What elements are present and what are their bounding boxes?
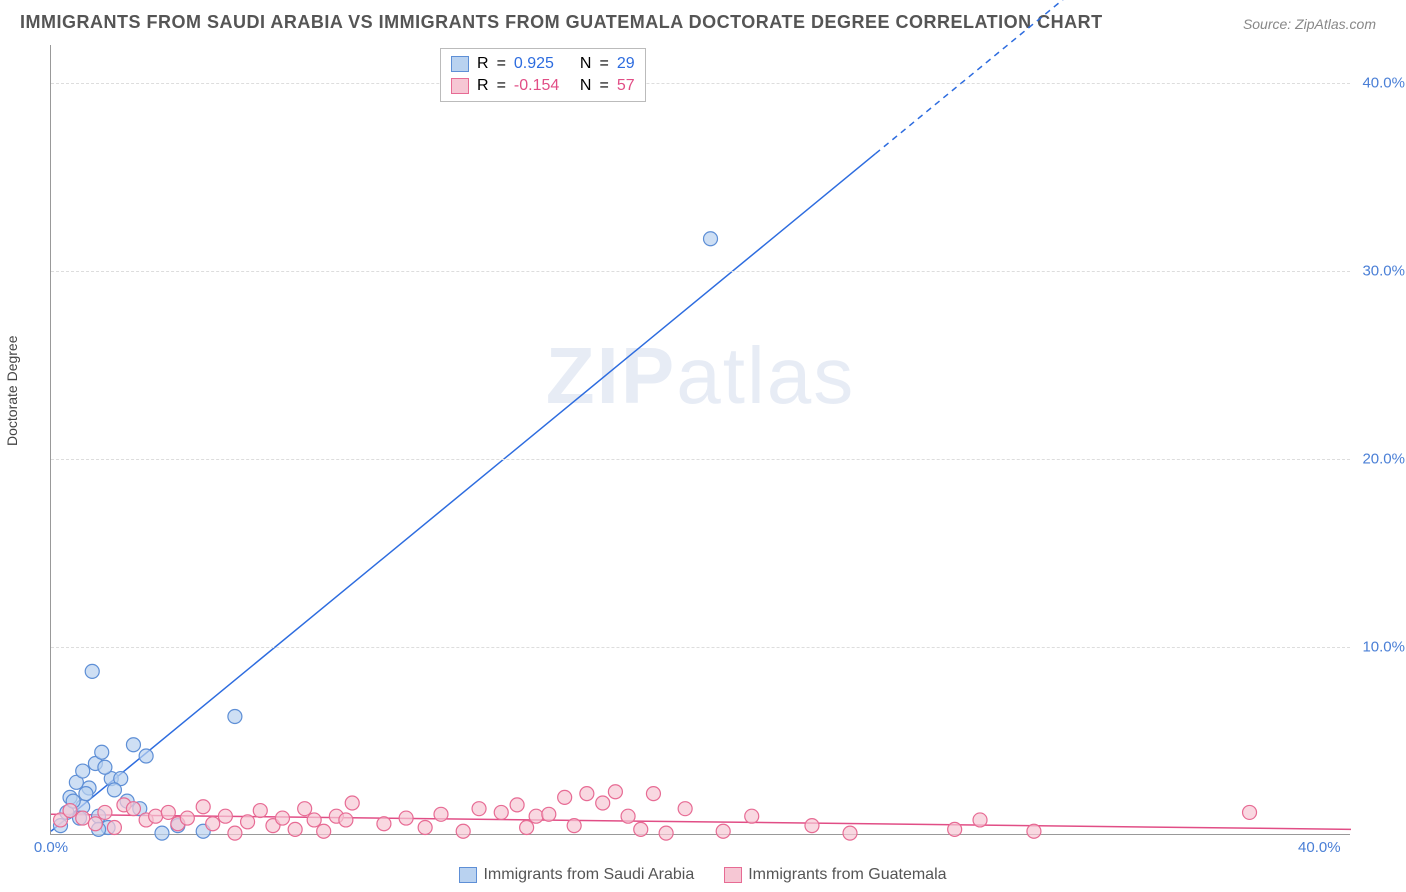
legend-item-guatemala: Immigrants from Guatemala xyxy=(724,866,946,884)
legend-label-guatemala: Immigrants from Guatemala xyxy=(748,866,946,884)
swatch-guatemala-icon xyxy=(724,867,742,883)
y-tick-label: 10.0% xyxy=(1362,638,1405,655)
swatch-saudi-icon xyxy=(459,867,477,883)
r-value-guatemala: -0.154 xyxy=(514,77,572,95)
stats-row-guatemala: R = -0.154 N = 57 xyxy=(451,75,635,97)
source-attribution: Source: ZipAtlas.com xyxy=(1243,16,1376,32)
swatch-guatemala xyxy=(451,78,469,94)
y-tick-label: 30.0% xyxy=(1362,262,1405,279)
stats-legend: R = 0.925 N = 29 R = -0.154 N = 57 xyxy=(440,48,646,102)
y-axis-label: Doctorate Degree xyxy=(4,335,20,446)
x-tick-label: 40.0% xyxy=(1298,839,1341,856)
legend-item-saudi: Immigrants from Saudi Arabia xyxy=(459,866,694,884)
stats-row-saudi: R = 0.925 N = 29 xyxy=(451,53,635,75)
y-tick-label: 20.0% xyxy=(1362,450,1405,467)
plot-area: ZIPatlas 10.0%20.0%30.0%40.0%0.0%40.0% xyxy=(50,45,1350,835)
chart-title: IMMIGRANTS FROM SAUDI ARABIA VS IMMIGRAN… xyxy=(20,12,1103,33)
scatter-svg xyxy=(51,45,1350,834)
n-value-saudi: 29 xyxy=(617,55,635,73)
n-value-guatemala: 57 xyxy=(617,77,635,95)
r-value-saudi: 0.925 xyxy=(514,55,572,73)
swatch-saudi xyxy=(451,56,469,72)
x-tick-label: 0.0% xyxy=(34,839,68,856)
series-legend: Immigrants from Saudi Arabia Immigrants … xyxy=(0,866,1406,884)
legend-label-saudi: Immigrants from Saudi Arabia xyxy=(483,866,694,884)
y-tick-label: 40.0% xyxy=(1362,74,1405,91)
